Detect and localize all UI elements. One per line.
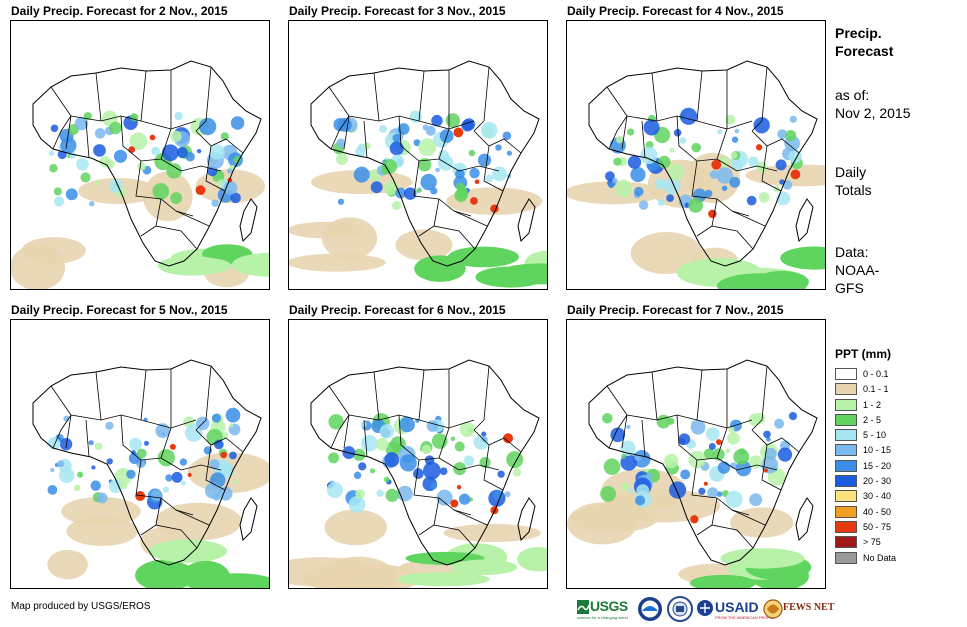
sidebar-heading-line1: Precip. [835,25,882,41]
legend-label: 40 - 50 [863,506,892,517]
fews-net-logo-text: FEWS NET [783,602,835,613]
panel-title-nov-6: Daily Precip. Forecast for 6 Nov., 2015 [289,303,506,317]
legend-title: PPT (mm) [835,347,892,361]
sidebar-data-line2: NOAA- [835,262,880,278]
africa-map-nov-3 [289,60,547,288]
sidebar-heading-line2: Forecast [835,43,894,59]
legend-swatch [835,398,857,411]
africa-map-nov-5 [32,359,269,588]
panel-title-nov-5: Daily Precip. Forecast for 5 Nov., 2015 [11,303,228,317]
legend-label: > 75 [863,537,881,548]
map-credit: Map produced by USGS/EROS [11,601,151,612]
usaid-logo-text: USAID [715,599,759,615]
panel-title-nov-4: Daily Precip. Forecast for 4 Nov., 2015 [567,4,784,18]
map-panel-nov-3 [288,20,548,290]
sidebar-heading: Precip. Forecast [835,24,893,60]
legend-label: 30 - 40 [863,491,892,502]
legend-swatch [835,475,857,488]
sidebar-totals: Daily Totals [835,163,872,199]
legend-label: 20 - 30 [863,476,892,487]
usgs-logo: USGS science for a changing world [577,596,633,622]
sidebar-totals-line1: Daily [835,164,867,180]
legend-swatch [835,505,857,518]
africa-map-nov-6 [289,359,547,588]
usaid-tagline: FROM THE AMERICAN PEOPLE [715,615,775,620]
legend-label: No Data [863,552,897,563]
legend-label: 0.1 - 1 [863,384,889,395]
sidebar-data-line3: GFS [835,280,864,296]
legend-swatch [835,413,857,426]
dept-seal-logo [667,596,693,622]
map-panel-nov-2 [10,20,270,290]
fews-net-logo: FEWS NET [763,596,834,622]
usaid-logo: USAID FROM THE AMERICAN PEOPLE [696,596,775,622]
sidebar-totals-line2: Totals [835,182,872,198]
panel-title-nov-3: Daily Precip. Forecast for 3 Nov., 2015 [289,4,506,18]
usgs-tagline: science for a changing world [577,615,628,620]
legend-swatch [835,444,857,457]
africa-map-nov-4 [567,60,825,289]
agency-logos: USGS science for a changing world USAID … [577,596,834,622]
sidebar-data-line1: Data: [835,244,869,260]
legend-label: 10 - 15 [863,445,892,456]
legend-swatch [835,536,857,549]
map-panel-nov-6 [288,319,548,589]
legend-label: 2 - 5 [863,414,882,425]
legend-swatch [835,520,857,533]
legend-swatch [835,368,857,380]
sidebar-asof-date: Nov 2, 2015 [835,105,911,121]
legend-label: 1 - 2 [863,399,882,410]
legend-swatch [835,551,857,564]
africa-map-nov-7 [567,359,818,588]
legend-swatch [835,459,857,472]
sidebar-data-source: Data: NOAA- GFS [835,243,879,297]
legend-swatch [835,429,857,442]
panel-title-nov-2: Daily Precip. Forecast for 2 Nov., 2015 [11,4,228,18]
legend-label: 0 - 0.1 [863,369,889,379]
panel-title-nov-7: Daily Precip. Forecast for 7 Nov., 2015 [567,303,784,317]
legend-swatch [835,383,857,396]
africa-map-nov-2 [11,60,269,289]
sidebar-asof: as of: Nov 2, 2015 [835,86,911,122]
legend-label: 5 - 10 [863,430,887,441]
legend-swatch [835,490,857,503]
noaa-logo [637,596,663,622]
map-panel-nov-5 [10,319,270,589]
map-panel-nov-7 [566,319,826,589]
legend-label: 50 - 75 [863,521,892,532]
sidebar-asof-label: as of: [835,87,870,103]
usgs-logo-text: USGS [590,598,628,614]
legend-label: 15 - 20 [863,460,892,471]
map-panel-nov-4 [566,20,826,290]
